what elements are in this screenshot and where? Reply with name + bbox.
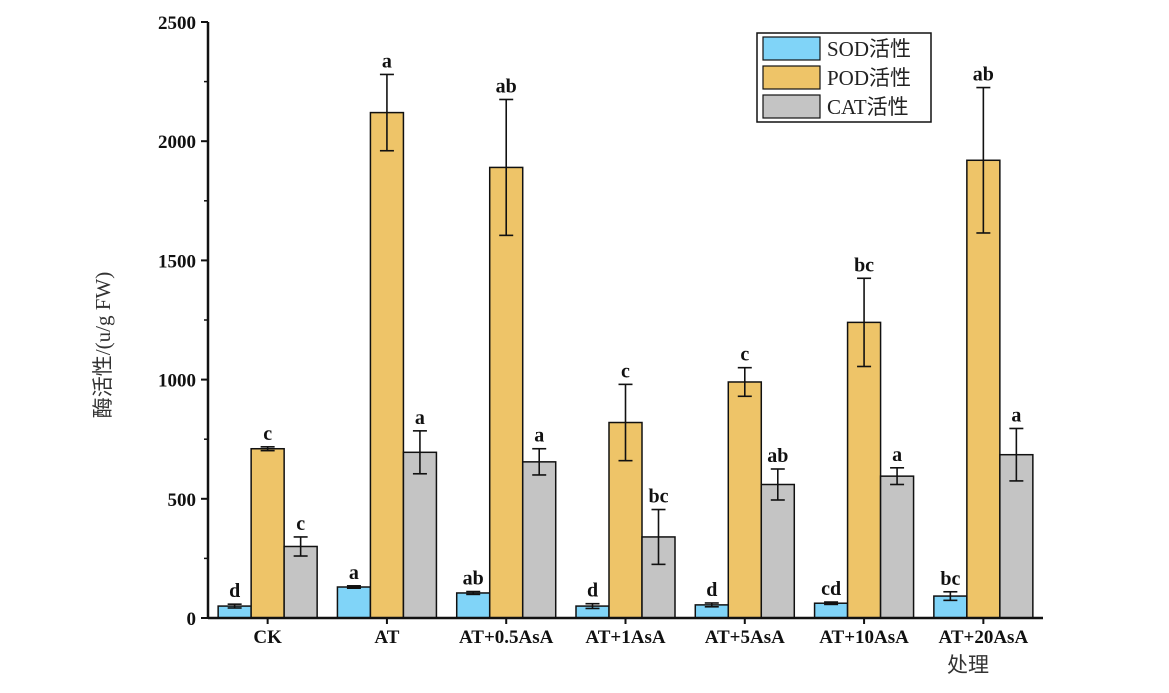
bar-CAT活性-AT xyxy=(402,451,438,619)
significance-letter: ab xyxy=(496,75,517,97)
y-tick-label: 1000 xyxy=(158,371,196,392)
x-tick-label: AT+5AsA xyxy=(705,627,785,648)
significance-letter: ab xyxy=(767,445,788,467)
bar-SOD活性-AT+10AsA xyxy=(813,602,849,619)
legend-label: POD活性 xyxy=(827,66,911,90)
significance-letter: d xyxy=(229,580,240,602)
significance-letter: d xyxy=(587,580,598,602)
legend-swatch xyxy=(762,94,821,119)
y-axis-title: 酶活性/(u/g FW) xyxy=(91,272,115,418)
axes-layer: CK AT AT+0.5AsA AT+1AsA AT+5AsA AT+10AsA AT+20… xyxy=(91,13,1043,677)
significance-letter: a xyxy=(892,444,902,466)
bar-POD活性-AT+5AsA xyxy=(727,381,763,619)
bar-CAT活性-CK xyxy=(283,545,318,619)
y-tick-label: 1500 xyxy=(158,251,196,272)
significance-letter: c xyxy=(296,513,305,535)
x-tick-label: AT+0.5AsA xyxy=(459,627,554,648)
x-tick-label: AT+1AsA xyxy=(585,627,665,648)
y-tick-label: 2500 xyxy=(158,13,196,34)
significance-letter: a xyxy=(415,407,425,429)
significance-letter: c xyxy=(740,344,749,366)
x-tick-label: AT+20AsA xyxy=(939,627,1029,648)
significance-letter: d xyxy=(706,579,717,601)
x-tick-label: CK xyxy=(253,627,282,648)
bar-CAT活性-AT+20AsA xyxy=(999,453,1034,619)
significance-letter: a xyxy=(534,425,544,447)
significance-letter: a xyxy=(382,50,392,72)
bar-CAT活性-AT+10AsA xyxy=(879,475,915,619)
x-tick-label: AT+10AsA xyxy=(819,627,909,648)
y-tick-label: 500 xyxy=(168,490,197,511)
error-bars-layer xyxy=(227,73,1024,610)
significance-letter: cd xyxy=(821,578,841,600)
significance-letter: c xyxy=(263,423,272,445)
y-tick-label: 2000 xyxy=(158,132,196,153)
bar-CAT活性-AT+5AsA xyxy=(760,483,796,619)
bar-POD活性-AT+10AsA xyxy=(846,321,882,619)
bar-CAT活性-AT+0.5AsA xyxy=(521,461,557,619)
bar-POD活性-AT xyxy=(369,111,405,619)
significance-letter: a xyxy=(1011,404,1021,426)
bar-POD活性-CK xyxy=(250,447,285,619)
significance-letters-layer: d c c a a a ab ab a d c bc d c ab cd bc a bc ab a xyxy=(229,50,1021,602)
legend-swatch xyxy=(762,36,821,61)
significance-letter: c xyxy=(621,360,630,382)
significance-letter: bc xyxy=(854,254,874,276)
significance-letter: a xyxy=(349,562,359,584)
x-tick-label: AT xyxy=(374,627,399,648)
bar-SOD活性-AT+0.5AsA xyxy=(455,592,491,619)
legend-label: CAT活性 xyxy=(827,95,909,119)
significance-letter: bc xyxy=(940,568,960,590)
legend-swatch xyxy=(762,65,821,90)
bar-SOD活性-AT xyxy=(336,586,372,619)
bar-POD活性-AT+0.5AsA xyxy=(488,166,524,619)
legend: SOD活性 POD活性 CAT活性 xyxy=(756,32,932,123)
x-axis-title: 处理 xyxy=(947,653,989,677)
significance-letter: ab xyxy=(463,568,484,590)
significance-letter: ab xyxy=(973,64,994,86)
significance-letter: bc xyxy=(649,486,669,508)
legend-label: SOD活性 xyxy=(827,37,911,61)
y-tick-label: 0 xyxy=(187,609,197,630)
